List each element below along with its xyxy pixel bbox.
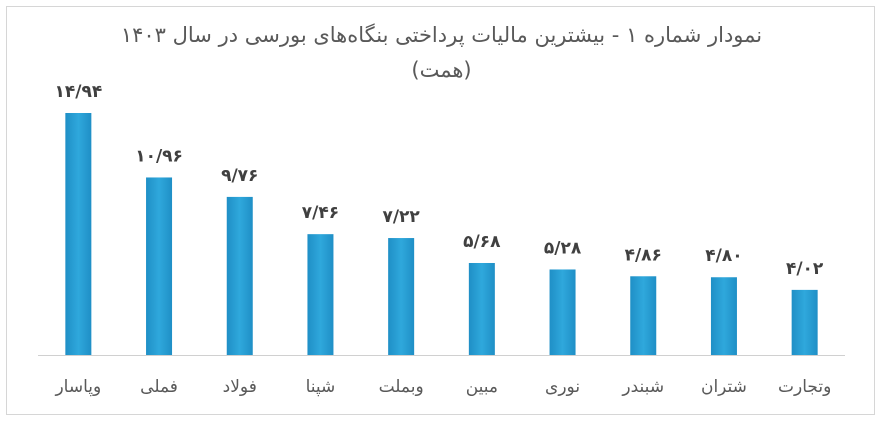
chart-title-main: نمودار شماره ۱ - بیشترین مالیات پرداختی … — [120, 23, 763, 47]
bar-4 — [307, 234, 334, 355]
data-label-6: ۵/۶۸ — [463, 232, 501, 252]
data-label-7: ۵/۲۸ — [544, 238, 582, 258]
category-label-2: فملی — [140, 377, 178, 397]
bar-5 — [388, 238, 415, 355]
bar-10 — [791, 289, 818, 355]
bar-1 — [65, 113, 92, 355]
data-label-4: ۷/۴۶ — [302, 203, 339, 223]
category-label-9: شتران — [701, 377, 747, 397]
bar-8 — [630, 276, 657, 355]
category-label-3: فولاد — [223, 377, 257, 397]
chart-subtitle: (همت) — [411, 58, 472, 82]
category-label-10: وتجارت — [778, 377, 831, 397]
bars-group: ۱۴/۹۴ وپاسار ۱۰/۹۶ فملی ۹/۷۶ فولاد ۷/۴۶ شپنا ۷/۲… — [54, 82, 831, 397]
data-label-2: ۱۰/۹۶ — [135, 146, 183, 166]
chart-title: نمودار شماره ۱ - بیشترین مالیات پرداختی … — [0, 18, 883, 88]
category-label-5: وبملت — [379, 377, 424, 397]
data-label-9: ۴/۸۰ — [705, 246, 742, 266]
data-label-8: ۴/۸۶ — [625, 245, 662, 265]
category-label-6: مبین — [466, 377, 498, 397]
bar-6 — [468, 262, 495, 355]
bar-9 — [710, 277, 737, 355]
bar-7 — [549, 269, 576, 355]
data-label-3: ۹/۷۶ — [221, 166, 258, 186]
data-label-10: ۴/۰۲ — [786, 259, 824, 279]
data-label-1: ۱۴/۹۴ — [54, 82, 102, 102]
category-label-1: وپاسار — [54, 377, 101, 397]
bar-3 — [226, 196, 253, 355]
category-label-8: شبندر — [621, 377, 664, 397]
data-label-5: ۷/۲۲ — [382, 207, 420, 227]
bar-2 — [146, 177, 173, 355]
category-label-7: نوری — [545, 377, 580, 397]
category-label-4: شپنا — [306, 377, 336, 397]
